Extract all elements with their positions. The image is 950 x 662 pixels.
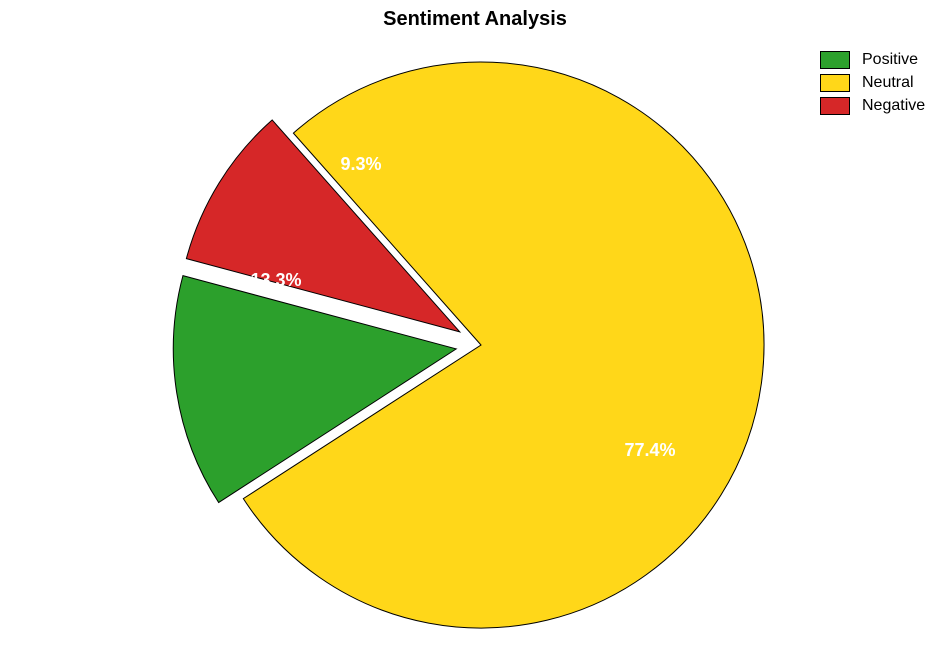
chart-container: { "chart": { "type": "pie", "title": "Se… bbox=[0, 0, 950, 662]
slice-label-negative: 9.3% bbox=[340, 154, 381, 174]
slice-label-positive: 13.3% bbox=[250, 270, 301, 290]
legend-label: Negative bbox=[862, 97, 925, 115]
slice-label-neutral: 77.4% bbox=[624, 440, 675, 460]
legend-swatch bbox=[820, 97, 850, 115]
legend-label: Neutral bbox=[862, 74, 914, 92]
legend-item-negative: Negative bbox=[820, 94, 925, 117]
legend-item-positive: Positive bbox=[820, 48, 925, 71]
legend: Positive Neutral Negative bbox=[820, 48, 925, 117]
legend-swatch bbox=[820, 74, 850, 92]
legend-item-neutral: Neutral bbox=[820, 71, 925, 94]
pie-chart: 13.3% 77.4% 9.3% bbox=[0, 0, 950, 662]
legend-swatch bbox=[820, 51, 850, 69]
legend-label: Positive bbox=[862, 51, 918, 69]
